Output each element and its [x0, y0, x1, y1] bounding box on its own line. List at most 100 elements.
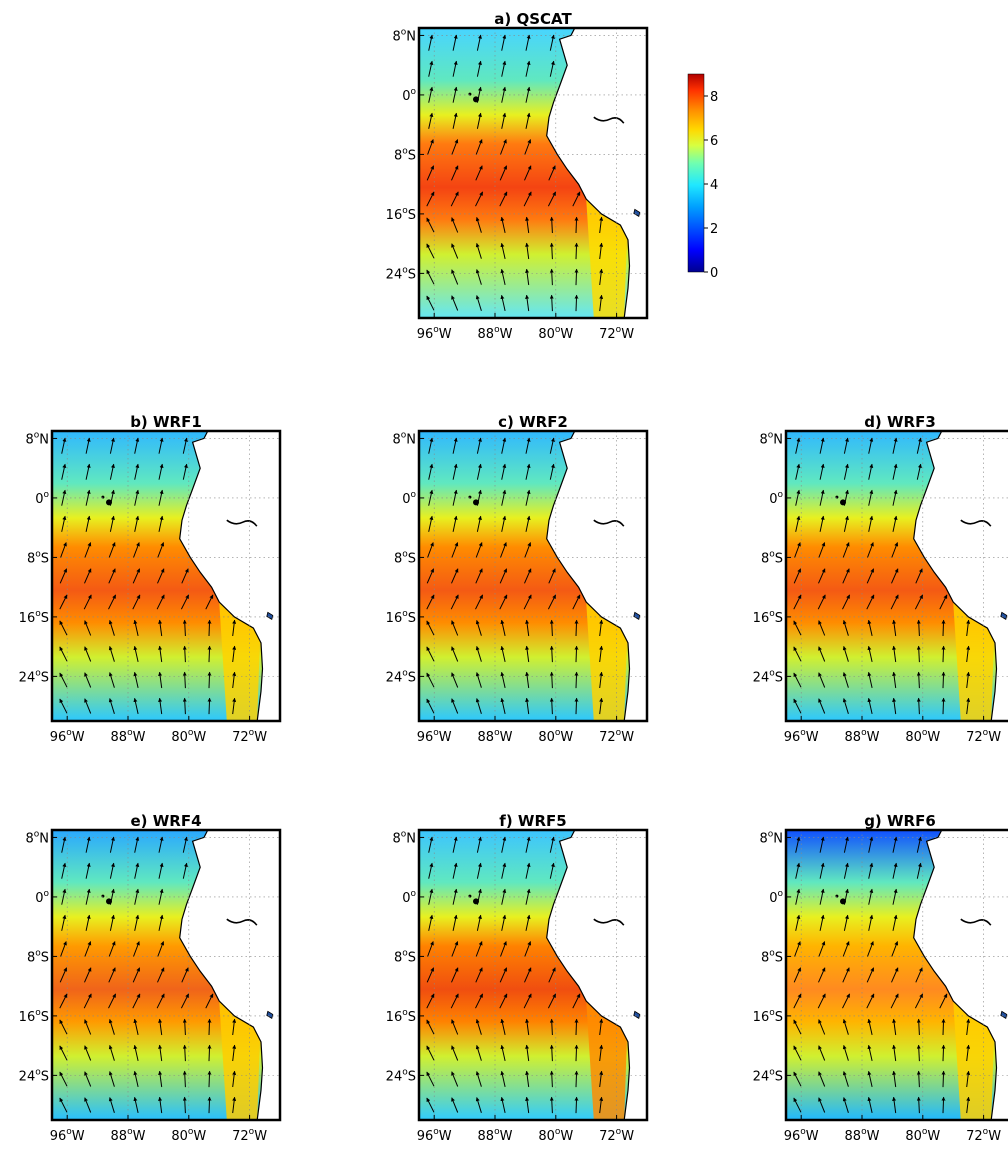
- wind-vector: [548, 568, 556, 584]
- wind-vector: [523, 191, 532, 207]
- wind-vector: [549, 697, 554, 715]
- galapagos-islet: [835, 894, 839, 898]
- wind-vector: [842, 967, 850, 983]
- wind-vector: [452, 836, 458, 853]
- wind-vector: [793, 646, 802, 662]
- panel-title: c) WRF2: [498, 413, 568, 431]
- lon-tick-label: 96oW: [50, 728, 85, 745]
- wind-vector: [500, 242, 506, 260]
- wind-vector: [59, 967, 68, 983]
- wind-vector: [843, 515, 849, 532]
- wind-vector: [108, 1097, 115, 1113]
- wind-vector: [795, 437, 801, 454]
- wind-vector: [84, 941, 92, 957]
- river-amazon: [226, 918, 258, 926]
- wind-vector: [890, 993, 899, 1009]
- wind-vector: [156, 993, 165, 1009]
- wind-vector: [207, 697, 212, 715]
- colorbar: 0 2 4 6 8: [687, 73, 718, 281]
- wind-vector: [842, 672, 849, 688]
- wind-vector: [868, 914, 874, 931]
- lon-tick-label: 72oW: [599, 325, 634, 342]
- wind-vector: [207, 1044, 212, 1062]
- wind-vector: [500, 1018, 506, 1036]
- wind-vector: [452, 437, 458, 454]
- wind-vector: [158, 862, 164, 879]
- wind-vector: [868, 836, 874, 853]
- wind-vector: [549, 1096, 554, 1114]
- wind-vector: [59, 1045, 68, 1061]
- galapagos-islet: [468, 894, 472, 898]
- coastline: [179, 431, 264, 721]
- wind-vector: [501, 515, 507, 532]
- wind-vector: [85, 515, 91, 532]
- lat-tick-label: 8oS: [761, 549, 783, 566]
- land: [913, 830, 1008, 1120]
- wind-vector: [83, 594, 92, 610]
- wind-vector: [843, 836, 849, 853]
- wind-vector: [499, 594, 508, 610]
- wind-vector: [205, 594, 214, 610]
- wind-vector: [61, 914, 67, 931]
- panel-frame: [784, 429, 1008, 723]
- wind-vector: [523, 594, 532, 610]
- wind-vector: [500, 645, 506, 663]
- wind-vector: [59, 646, 68, 662]
- wind-vector: [525, 836, 531, 853]
- wind-vector: [525, 216, 530, 234]
- wind-vector: [599, 242, 604, 260]
- wind-vector: [232, 1096, 237, 1114]
- wind-vector: [842, 698, 849, 714]
- wind-vector: [475, 542, 483, 558]
- wind-vector: [475, 139, 483, 155]
- wind-vector: [867, 542, 874, 558]
- wind-vector: [793, 1071, 802, 1087]
- wind-vector: [426, 568, 435, 584]
- wind-vector: [109, 489, 115, 506]
- wind-vector: [525, 645, 530, 663]
- wind-vector: [85, 463, 91, 480]
- wind-vector: [451, 542, 459, 558]
- wind-vector: [451, 646, 459, 662]
- wind-vector: [572, 594, 581, 610]
- wind-vector: [939, 993, 948, 1009]
- wind-vector: [966, 1018, 971, 1036]
- wind-vector: [428, 515, 434, 532]
- wind-vector: [500, 139, 507, 155]
- wind-vector: [85, 862, 91, 879]
- wind-vector: [232, 671, 237, 689]
- wind-vector: [108, 698, 115, 714]
- wind-vector: [109, 914, 115, 931]
- panel-title: f) WRF5: [499, 812, 566, 830]
- wind-vector: [794, 941, 801, 957]
- wind-vector: [525, 914, 531, 931]
- wind-vector: [916, 645, 921, 663]
- wind-vector: [525, 671, 530, 689]
- wind-vector: [207, 1096, 212, 1114]
- panel-frame: [417, 429, 649, 723]
- wind-vector: [843, 888, 849, 905]
- wind-vector: [181, 967, 189, 983]
- lat-tick-label: 24oS: [19, 668, 49, 685]
- wind-vector: [892, 437, 898, 454]
- wind-vector: [867, 671, 873, 689]
- wind-vector: [475, 594, 484, 610]
- panel-frame: [784, 828, 1008, 1122]
- wind-vector: [475, 698, 482, 714]
- wind-vector: [476, 836, 482, 853]
- wind-vector: [819, 862, 825, 879]
- wind-vector: [916, 697, 921, 715]
- lat-tick-label: 16oS: [753, 609, 783, 626]
- lake-titicaca: [633, 1010, 641, 1020]
- wind-vector: [451, 698, 459, 714]
- wind-vector: [426, 1071, 435, 1087]
- land: [546, 28, 647, 318]
- wind-vector: [892, 671, 897, 689]
- wind-vector: [574, 1018, 579, 1036]
- wind-vector: [966, 619, 971, 637]
- wind-vector: [428, 862, 434, 879]
- wind-vector: [867, 1018, 873, 1036]
- lat-tick-label: 8oN: [392, 430, 416, 447]
- wind-vector: [157, 941, 165, 957]
